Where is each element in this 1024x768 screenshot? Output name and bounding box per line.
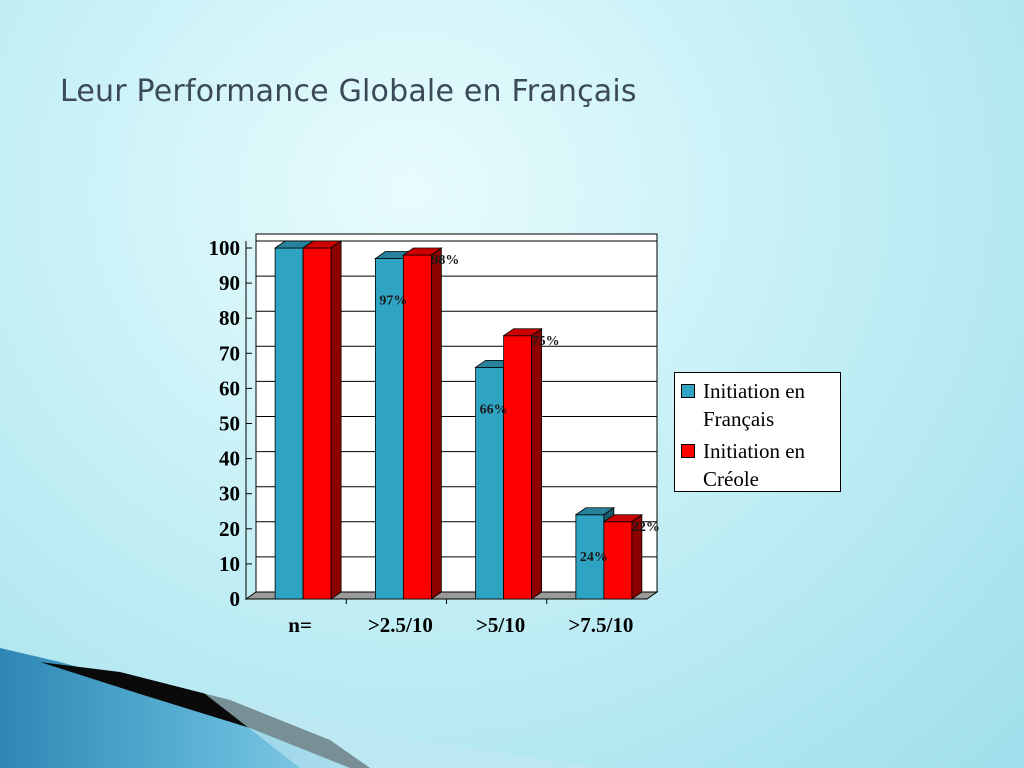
y-tick-label: 30 bbox=[219, 482, 240, 506]
y-tick-label: 100 bbox=[209, 236, 241, 260]
data-label: 66% bbox=[480, 402, 508, 417]
data-label: 98% bbox=[431, 253, 459, 268]
x-tick-label: >5/10 bbox=[476, 613, 525, 637]
bar-side-1-1 bbox=[430, 247, 442, 600]
legend-swatch-creole bbox=[681, 444, 695, 458]
y-tick-label: 50 bbox=[219, 412, 240, 436]
x-tick-label: >2.5/10 bbox=[368, 613, 433, 637]
y-tick-label: 20 bbox=[219, 517, 240, 541]
legend-label-francais: Initiation en Français bbox=[703, 379, 806, 431]
data-label: 97% bbox=[379, 294, 407, 309]
data-label: 24% bbox=[580, 550, 608, 565]
bar-side-1-2 bbox=[531, 327, 543, 600]
data-label: 22% bbox=[632, 520, 660, 535]
y-tick-label: 60 bbox=[219, 376, 240, 400]
x-tick-label: n= bbox=[288, 613, 312, 637]
x-tick-labels: n= >2.5/10 >5/10 >7.5/10 bbox=[288, 613, 633, 637]
data-label: 75% bbox=[532, 334, 560, 349]
y-tick-label: 90 bbox=[219, 271, 240, 295]
bar-1-2 bbox=[503, 335, 533, 600]
y-tick-label: 0 bbox=[230, 587, 241, 611]
legend-label-creole: Initiation en Créole bbox=[703, 439, 806, 491]
x-tick-label: >7.5/10 bbox=[568, 613, 633, 637]
bar-0-3 bbox=[575, 514, 605, 600]
legend-swatch-francais bbox=[681, 384, 695, 398]
chart-legend: Initiation en Français Initiation en Cré… bbox=[674, 372, 841, 492]
bars bbox=[273, 240, 644, 600]
y-tick-label: 10 bbox=[219, 552, 240, 576]
legend-item-creole: Initiation en Créole bbox=[681, 437, 843, 493]
bar-1-3 bbox=[603, 521, 633, 600]
legend-item-francais: Initiation en Français bbox=[681, 377, 843, 433]
bar-0-0 bbox=[274, 247, 304, 600]
bar-1-1 bbox=[402, 254, 432, 600]
bar-1-0 bbox=[302, 247, 332, 600]
bar-side-1-3 bbox=[631, 514, 643, 600]
y-tick-label: 40 bbox=[219, 447, 240, 471]
y-tick-label: 70 bbox=[219, 341, 240, 365]
slide-title: Leur Performance Globale en Français bbox=[60, 74, 637, 109]
data-labels: 97% 98% 66% 75% 24% 22% bbox=[379, 253, 660, 565]
y-tick-label: 80 bbox=[219, 306, 240, 330]
y-tick-labels: 0 10 20 30 40 50 60 70 80 90 100 bbox=[209, 236, 241, 611]
bar-0-1 bbox=[374, 258, 404, 600]
bar-0-2 bbox=[475, 366, 505, 600]
bar-side-1-0 bbox=[330, 240, 342, 600]
